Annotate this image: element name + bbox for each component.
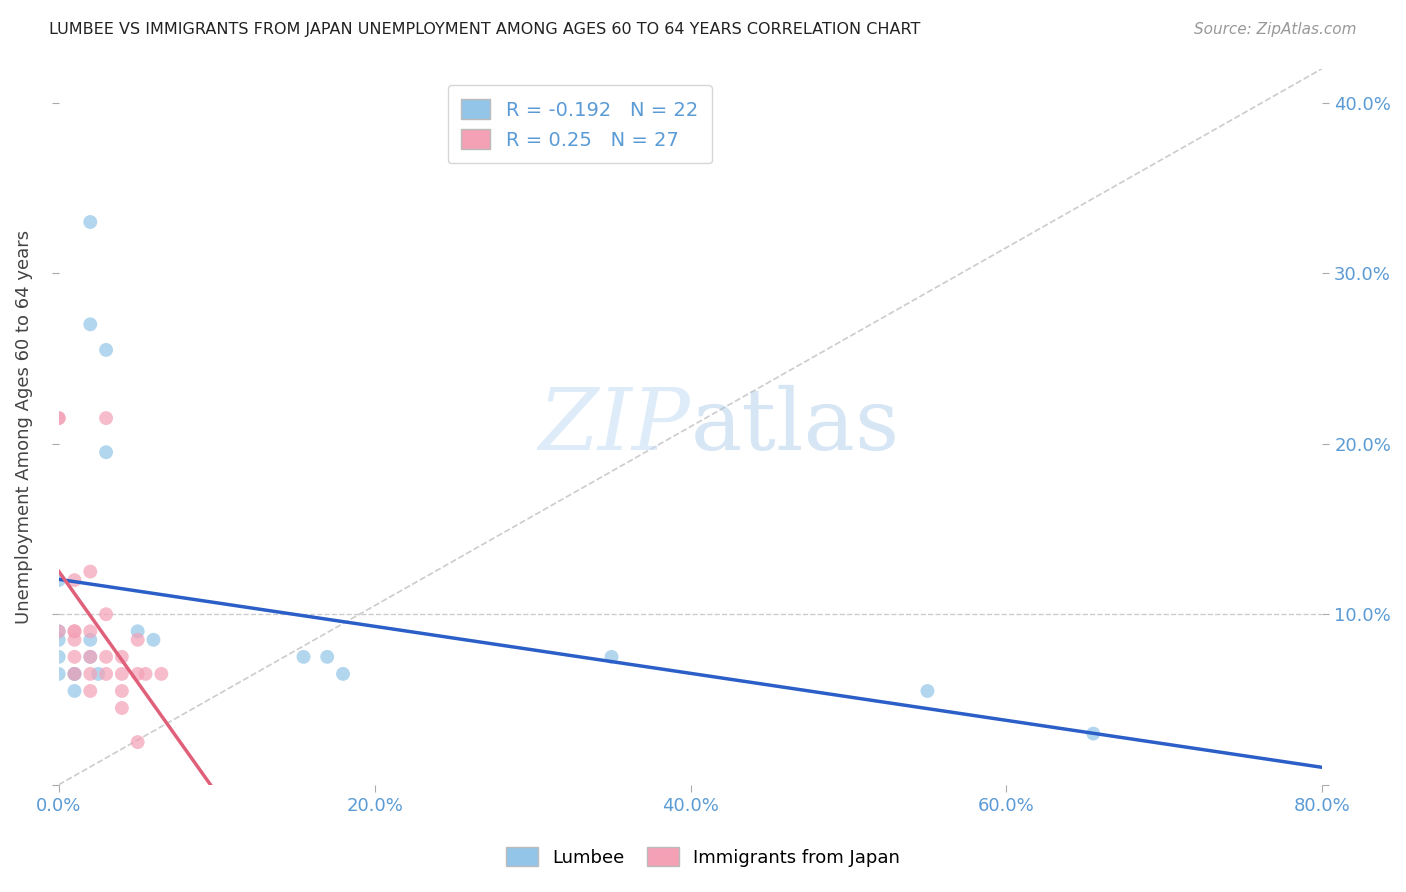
Point (87, 667, 110, 681)
Point (63, 667, 86, 681)
Point (94, 343, 117, 357)
Point (63, 649, 86, 664)
Point (63, 632, 86, 647)
Text: LUMBEE VS IMMIGRANTS FROM JAPAN UNEMPLOYMENT AMONG AGES 60 TO 64 YEARS CORRELATI: LUMBEE VS IMMIGRANTS FROM JAPAN UNEMPLOY… (49, 22, 921, 37)
Point (79, 624, 101, 639)
Point (79, 318, 101, 332)
Point (48, 667, 70, 681)
Point (79, 684, 101, 698)
Point (917, 684, 939, 698)
Point (63, 667, 86, 681)
Point (79, 649, 101, 664)
Point (48, 624, 70, 639)
Point (63, 624, 86, 639)
Point (48, 624, 70, 639)
Point (94, 667, 117, 681)
Point (111, 701, 134, 715)
Point (127, 624, 149, 639)
Point (48, 649, 70, 664)
Point (79, 667, 101, 681)
Point (94, 649, 117, 664)
Point (94, 607, 117, 622)
Point (332, 667, 354, 681)
Point (63, 684, 86, 698)
Point (79, 649, 101, 664)
Legend: Lumbee, Immigrants from Japan: Lumbee, Immigrants from Japan (499, 840, 907, 874)
Legend: R = -0.192   N = 22, R = 0.25   N = 27: R = -0.192 N = 22, R = 0.25 N = 27 (447, 86, 711, 163)
Point (48, 573, 70, 587)
Point (79, 565, 101, 579)
Point (600, 649, 623, 664)
Point (94, 411, 117, 425)
Point (63, 667, 86, 681)
Point (150, 667, 173, 681)
Point (292, 649, 315, 664)
Point (48, 632, 70, 647)
Point (111, 667, 134, 681)
Point (79, 215, 101, 229)
Point (63, 624, 86, 639)
Point (127, 632, 149, 647)
Point (94, 445, 117, 459)
Text: atlas: atlas (690, 385, 900, 468)
Y-axis label: Unemployment Among Ages 60 to 64 years: Unemployment Among Ages 60 to 64 years (15, 229, 32, 624)
Point (1083, 726, 1105, 740)
Point (135, 667, 157, 681)
Point (127, 735, 149, 749)
Point (111, 684, 134, 698)
Point (316, 649, 339, 664)
Point (142, 632, 165, 647)
Point (127, 667, 149, 681)
Text: ZIP: ZIP (538, 385, 690, 468)
Text: Source: ZipAtlas.com: Source: ZipAtlas.com (1194, 22, 1357, 37)
Point (79, 632, 101, 647)
Point (48, 411, 70, 425)
Point (48, 411, 70, 425)
Point (63, 573, 86, 587)
Point (111, 649, 134, 664)
